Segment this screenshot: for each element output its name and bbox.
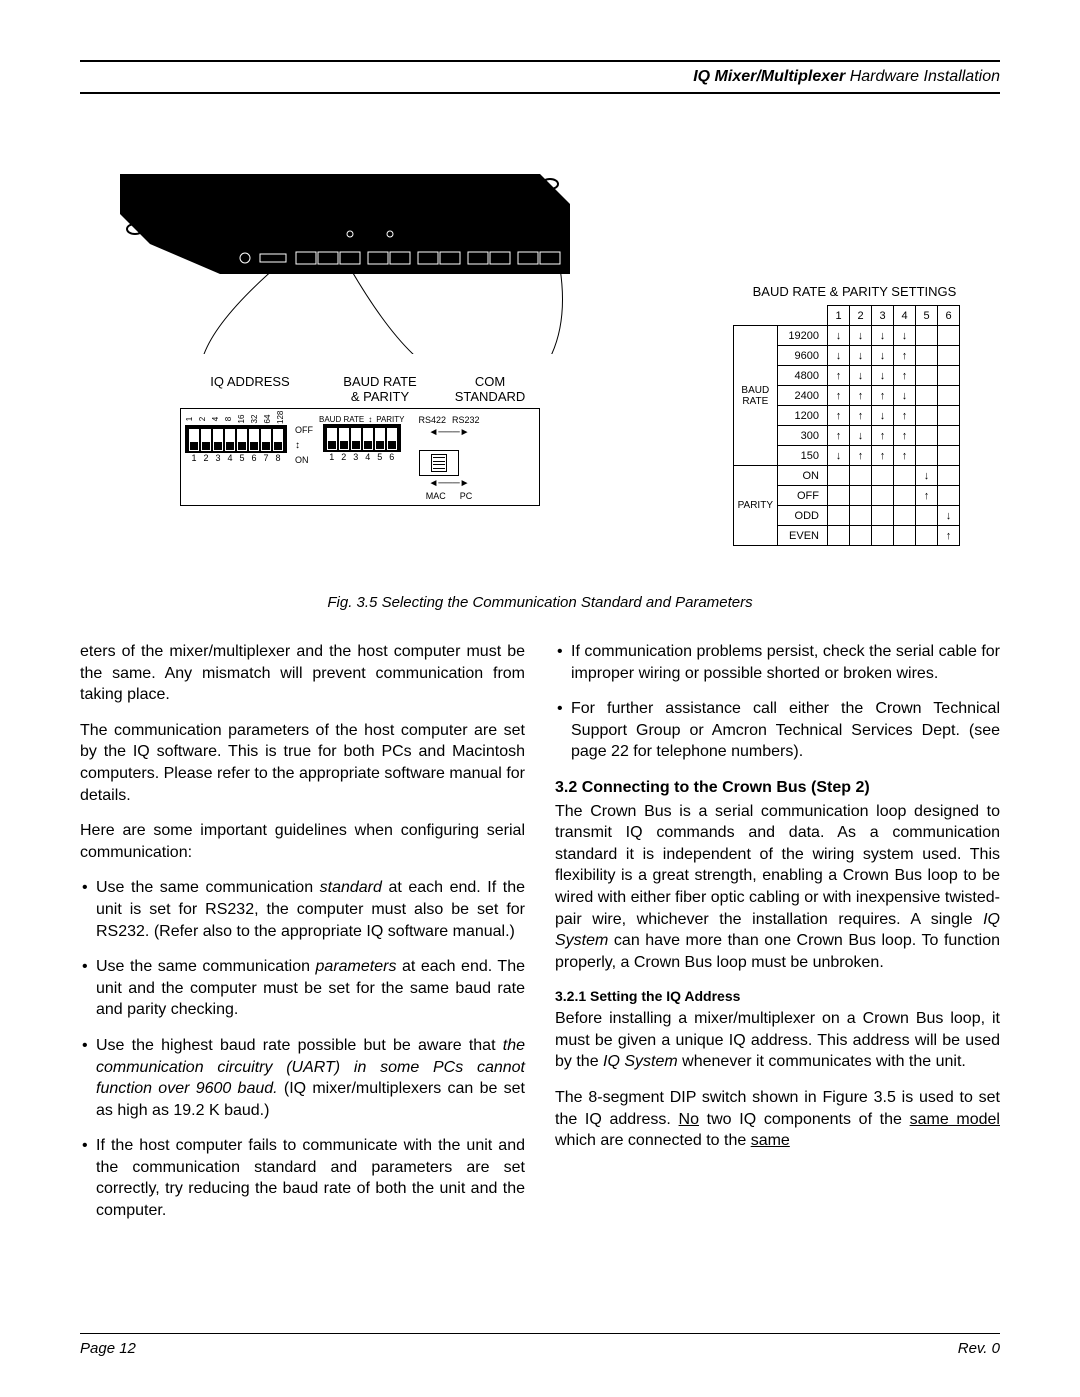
baud-parity-settings-table: BAUD RATE & PARITY SETTINGS 1 2 3 4 5 6 … xyxy=(733,284,960,546)
label-rs232: RS232 xyxy=(452,415,480,425)
dip1-top-5: 16 xyxy=(237,414,249,424)
dip1-top-8: 128 xyxy=(276,414,288,424)
label-off: OFF xyxy=(295,425,313,435)
dip-block-address: 1 2 4 8 16 32 64 128 1 2 3 4 xyxy=(185,413,287,463)
settings-title: BAUD RATE & PARITY SETTINGS xyxy=(753,284,960,299)
li-problems: If communication problems persist, check… xyxy=(555,641,1000,684)
dip2-bot-5: 5 xyxy=(375,452,385,462)
header-title-bold: IQ Mixer/Multiplexer xyxy=(693,68,845,85)
p-eters: eters of the mixer/multiplexer and the h… xyxy=(80,641,525,706)
rate-1200: 1200 xyxy=(778,406,828,426)
li-parameters: Use the same communication parameters at… xyxy=(80,956,525,1021)
figure-caption: Fig. 3.5 Selecting the Communication Sta… xyxy=(80,594,1000,611)
device-illustration xyxy=(100,154,580,354)
dip1-bot-4: 4 xyxy=(225,453,235,463)
label-on: ON xyxy=(295,455,313,465)
label-sub-baud: BAUD RATE xyxy=(319,415,364,424)
label-sub-parity: PARITY xyxy=(376,415,404,424)
header-title-rest: Hardware Installation xyxy=(845,68,1000,85)
li-fail-reduce: If the host computer fails to communicat… xyxy=(80,1135,525,1221)
dip1-top-1: 1 xyxy=(185,414,197,424)
footer-rev: Rev. 0 xyxy=(958,1340,1000,1357)
dip1-top-4: 8 xyxy=(224,414,236,424)
body-columns: eters of the mixer/multiplexer and the h… xyxy=(80,641,1000,1236)
rate-150: 150 xyxy=(778,446,828,466)
off-on-labels: OFF ↕ ON xyxy=(295,425,313,465)
label-parity: & PARITY xyxy=(320,389,440,404)
figure-3-5: IQ ADDRESS BAUD RATE & PARITY COM STANDA… xyxy=(80,154,1000,574)
column-right: If communication problems persist, check… xyxy=(555,641,1000,1236)
label-iq-address: IQ ADDRESS xyxy=(180,374,320,404)
rate-2400: 2400 xyxy=(778,386,828,406)
column-left: eters of the mixer/multiplexer and the h… xyxy=(80,641,525,1236)
rate-4800: 4800 xyxy=(778,366,828,386)
li-standard: Use the same communication standard at e… xyxy=(80,877,525,942)
parity-even: EVEN xyxy=(778,526,828,546)
dip-switch-panel: IQ ADDRESS BAUD RATE & PARITY COM STANDA… xyxy=(180,374,540,506)
dip1-bot-1: 1 xyxy=(189,453,199,463)
dip1-bot-5: 5 xyxy=(237,453,247,463)
label-mac: MAC xyxy=(426,491,446,501)
li-assistance: For further assistance call either the C… xyxy=(555,698,1000,763)
dip1-bot-7: 7 xyxy=(261,453,271,463)
sec-3-2-p1: The Crown Bus is a serial communication … xyxy=(555,801,1000,974)
baud-rate-row-header: BAUDRATE xyxy=(733,326,777,466)
label-standard: STANDARD xyxy=(440,389,540,404)
col-3: 3 xyxy=(872,306,894,326)
parity-on: ON xyxy=(778,466,828,486)
parity-odd: ODD xyxy=(778,506,828,526)
dip2-bot-1: 1 xyxy=(327,452,337,462)
p-comm-params: The communication parameters of the host… xyxy=(80,720,525,806)
rate-19200: 19200 xyxy=(778,326,828,346)
dip1-top-3: 4 xyxy=(211,414,223,424)
col-1: 1 xyxy=(828,306,850,326)
page-footer: Page 12 Rev. 0 xyxy=(80,1333,1000,1357)
col-6: 6 xyxy=(938,306,960,326)
dip1-bot-8: 8 xyxy=(273,453,283,463)
dip2-bot-4: 4 xyxy=(363,452,373,462)
dip1-top-7: 64 xyxy=(263,414,275,424)
rate-9600: 9600 xyxy=(778,346,828,366)
page-header: IQ Mixer/Multiplexer Hardware Installati… xyxy=(80,60,1000,94)
sec-3-2-1-p2: The 8-segment DIP switch shown in Figure… xyxy=(555,1087,1000,1152)
label-rs422: RS422 xyxy=(419,415,447,425)
dip1-top-6: 32 xyxy=(250,414,262,424)
parity-row-header: PARITY xyxy=(733,466,777,546)
li-baud-high: Use the highest baud rate possible but b… xyxy=(80,1035,525,1121)
label-baud-rate: BAUD RATE xyxy=(320,374,440,389)
p-guidelines: Here are some important guidelines when … xyxy=(80,820,525,863)
sec-3-2-head: 3.2 Connecting to the Crown Bus (Step 2) xyxy=(555,777,1000,799)
rate-300: 300 xyxy=(778,426,828,446)
dip1-top-2: 2 xyxy=(198,414,210,424)
col-2: 2 xyxy=(850,306,872,326)
dip1-bot-6: 6 xyxy=(249,453,259,463)
dip2-bot-2: 2 xyxy=(339,452,349,462)
dip-block-baud-parity: BAUD RATE ↕ PARITY 1 2 3 4 5 6 xyxy=(319,413,405,462)
label-pc: PC xyxy=(460,491,473,501)
sec-3-2-1-p1: Before installing a mixer/multiplexer on… xyxy=(555,1008,1000,1073)
dip1-bot-2: 2 xyxy=(201,453,211,463)
col-5: 5 xyxy=(916,306,938,326)
sec-3-2-1-head: 3.2.1 Setting the IQ Address xyxy=(555,987,1000,1006)
dip2-bot-3: 3 xyxy=(351,452,361,462)
dip1-bot-3: 3 xyxy=(213,453,223,463)
label-com: COM xyxy=(440,374,540,389)
com-port-block: RS422 RS232 ◄───► ◄───► MAC PC xyxy=(419,413,480,501)
col-4: 4 xyxy=(894,306,916,326)
footer-page: Page 12 xyxy=(80,1340,136,1357)
parity-off: OFF xyxy=(778,486,828,506)
dip2-bot-6: 6 xyxy=(387,452,397,462)
